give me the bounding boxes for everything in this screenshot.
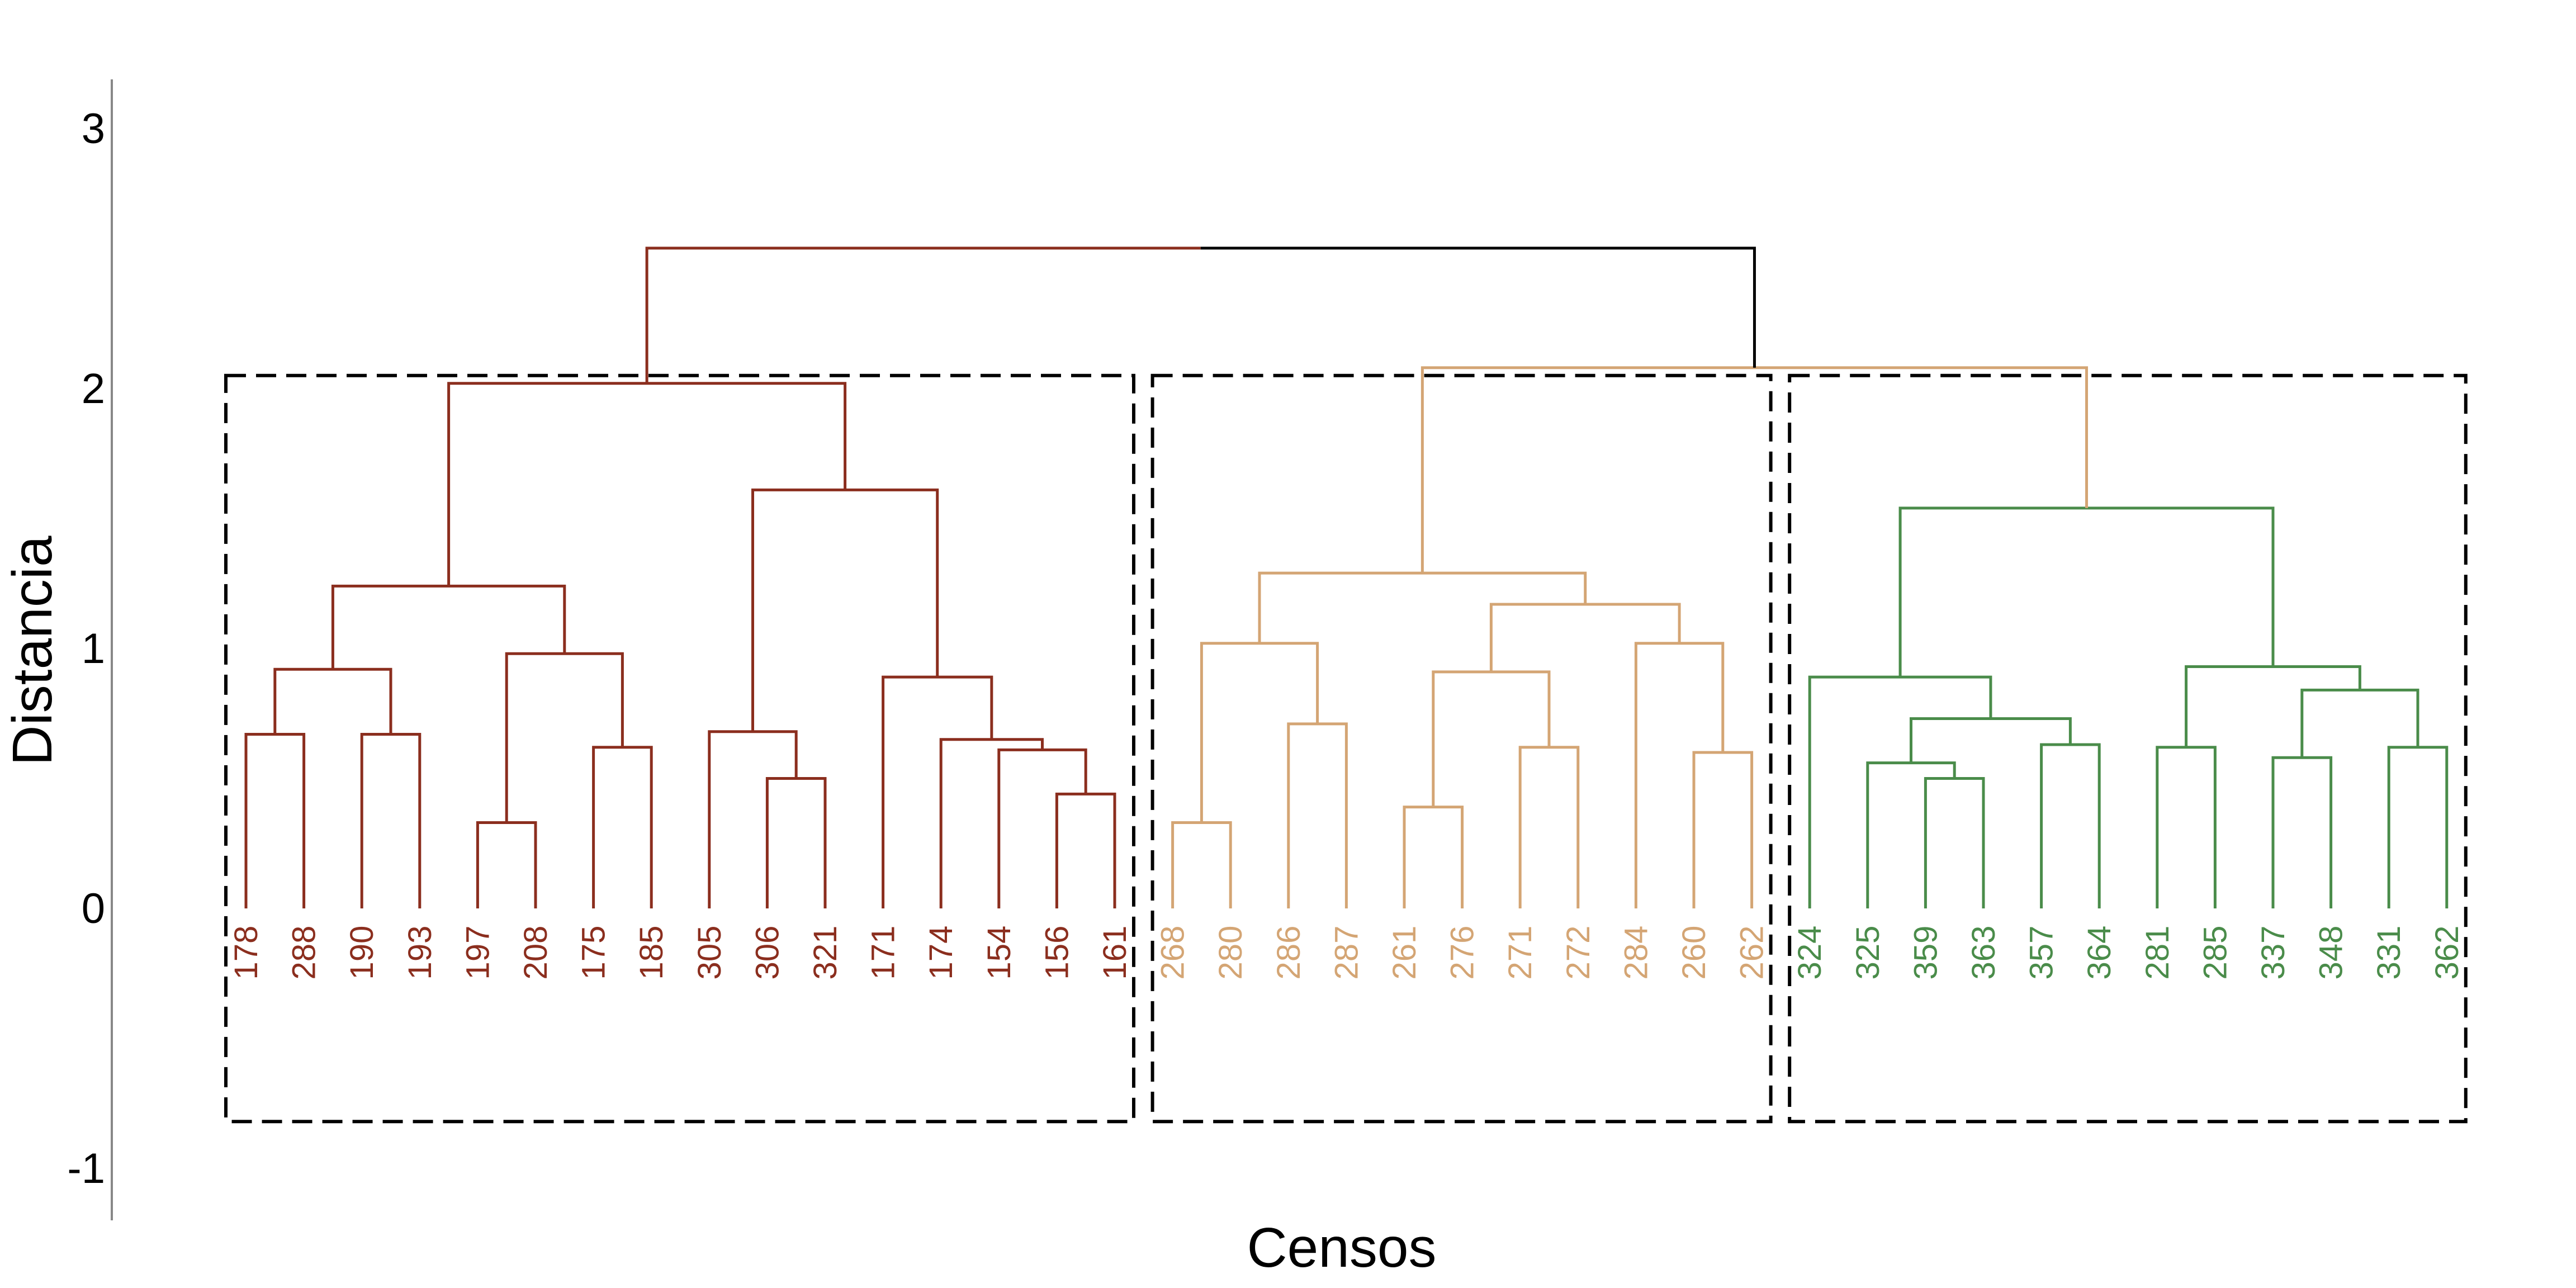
dendrogram-link (1055, 792, 1116, 908)
leaf-label: 261 (1386, 926, 1423, 980)
dendrogram-link (765, 777, 827, 908)
dendrogram-link (1634, 642, 1725, 908)
cluster-box (224, 373, 1135, 1124)
leaf-label: 174 (923, 926, 959, 980)
dendrogram-link (1866, 761, 1956, 908)
dendrogram-link (360, 732, 422, 908)
leaf-label: 272 (1560, 926, 1597, 980)
leaf-label: 331 (2371, 926, 2407, 980)
dendrogram-link (273, 667, 392, 735)
dendrogram-link (1518, 746, 1580, 908)
leaf-label: 284 (1618, 926, 1654, 980)
dendrogram-link (2040, 743, 2101, 908)
leaf-label: 321 (807, 926, 844, 980)
cluster-boxes (224, 373, 2468, 1124)
leaf-label: 348 (2313, 926, 2350, 980)
dendrogram-link (1808, 675, 1992, 908)
leaf-label: 154 (981, 926, 1017, 980)
leaf-label: 156 (1039, 926, 1075, 980)
dendrogram-link (1171, 821, 1232, 908)
dendrogram-link (2156, 746, 2217, 908)
dendrogram-link (2271, 756, 2333, 908)
leaf-labels: 178 288 190 193 197 208 175 185 305 306 321 171 174 1… (228, 926, 2465, 980)
leaf-label: 280 (1213, 926, 1249, 980)
dendrogram-link (592, 746, 653, 908)
dendrogram-link (1258, 571, 1587, 643)
y-tick-label: 3 (82, 105, 105, 153)
leaf-label: 362 (2429, 926, 2465, 980)
dendrogram-links (244, 247, 2449, 908)
leaf-label: 262 (1734, 926, 1770, 980)
leaf-label: 185 (633, 926, 670, 980)
dendrogram-link-root-right (1200, 247, 1756, 368)
dendrogram-link (1910, 717, 2072, 763)
dendrogram-link (708, 730, 798, 908)
leaf-label: 268 (1155, 926, 1191, 980)
leaf-label: 324 (1792, 926, 1828, 980)
leaf-label: 359 (1907, 926, 1944, 980)
y-tick-label: 2 (82, 365, 105, 413)
leaf-label: 276 (1445, 926, 1481, 980)
dendrogram-link (1924, 777, 1985, 908)
leaf-label: 288 (286, 926, 323, 980)
leaf-label: 178 (228, 926, 264, 980)
dendrogram-link (997, 748, 1087, 908)
leaf-label: 190 (344, 926, 380, 980)
leaf-label: 260 (1676, 926, 1712, 980)
dendrogram-link (331, 584, 566, 670)
leaf-label: 285 (2197, 926, 2233, 980)
dendrogram-link (882, 675, 993, 908)
leaf-label: 175 (576, 926, 612, 980)
leaf-label: 208 (518, 926, 554, 980)
leaf-label: 171 (865, 926, 902, 980)
x-axis-title: Censos (1247, 1216, 1436, 1279)
dendrogram-link (1692, 751, 1754, 908)
leaf-label: 357 (2024, 926, 2060, 980)
dendrogram-link (1403, 806, 1464, 908)
dendrogram-link (505, 652, 624, 823)
leaf-label: 337 (2255, 926, 2291, 980)
leaf-label: 161 (1097, 926, 1133, 980)
leaf-label: 287 (1328, 926, 1365, 980)
dendrogram-link (1287, 722, 1348, 908)
dendrogram-link-root-left (645, 247, 1201, 383)
dendrogram-link (244, 732, 306, 908)
leaf-label: 306 (749, 926, 785, 980)
cluster-box (1150, 373, 1773, 1124)
dendrogram-link (939, 738, 1044, 908)
dendrogram-link (1489, 603, 1681, 672)
leaf-label: 197 (460, 926, 496, 980)
leaf-label: 363 (1966, 926, 2002, 980)
leaf-label: 193 (402, 926, 438, 980)
leaf-label: 325 (1850, 926, 1886, 980)
leaf-label: 281 (2139, 926, 2176, 980)
cluster-box (1788, 373, 2468, 1124)
leaf-label: 364 (2081, 926, 2118, 980)
dendrogram-link (1898, 506, 2275, 678)
y-tick-label: 0 (82, 885, 105, 932)
dendrogram-link (1200, 642, 1319, 823)
dendrogram-link (447, 382, 847, 586)
leaf-label: 286 (1271, 926, 1307, 980)
leaf-label: 305 (692, 926, 728, 980)
dendrogram-link (1432, 670, 1551, 807)
y-tick-label: 1 (82, 625, 105, 673)
dendrogram-link (2185, 665, 2361, 747)
dendrogram-link (2387, 746, 2449, 908)
y-axis: 3 2 1 0 -1 (67, 79, 113, 1220)
dendrogram-link (476, 821, 537, 908)
dendrogram-link (1420, 366, 2089, 574)
leaf-label: 271 (1502, 926, 1538, 980)
y-axis-title: Distancia (1, 536, 64, 766)
y-tick-label: -1 (67, 1145, 105, 1192)
dendrogram-link (751, 488, 939, 732)
